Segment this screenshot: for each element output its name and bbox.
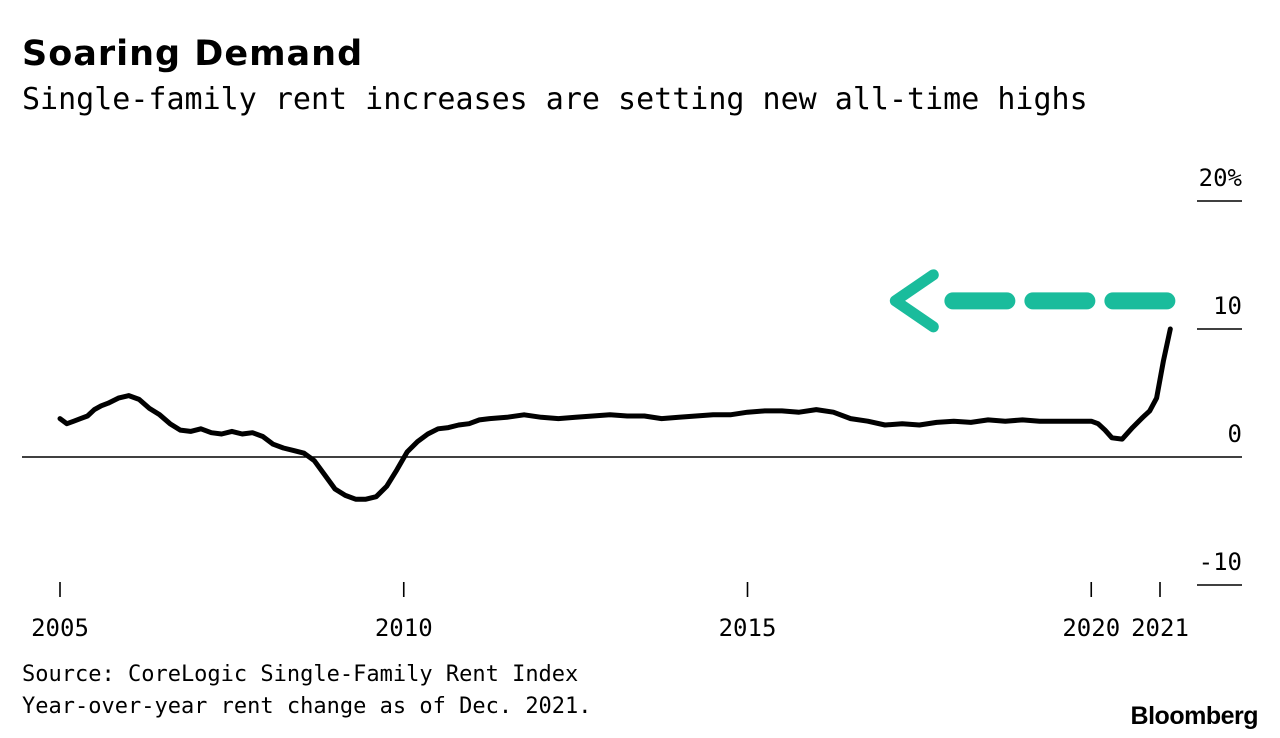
x-tick-label: 2020: [1062, 614, 1120, 642]
x-tick-label: 2010: [375, 614, 433, 642]
x-tick-label: 2021: [1131, 614, 1189, 642]
series-group: [57, 326, 1173, 502]
x-tick-label: 2005: [31, 614, 89, 642]
series-line: [57, 326, 1173, 502]
brand-logo: Bloomberg: [1130, 702, 1259, 730]
chart-subtitle: Single-family rent increases are setting…: [22, 82, 1088, 117]
x-axis: 2005 2010 2015 2020 2021: [31, 582, 1189, 642]
y-tick-label: 0: [1228, 420, 1242, 448]
footnote: Year-over-year rent change as of Dec. 20…: [22, 694, 592, 719]
x-tick-label: 2015: [719, 614, 777, 642]
annotation-arrow: [889, 269, 1176, 333]
source-note: Source: CoreLogic Single-Family Rent Ind…: [22, 662, 579, 687]
y-axis: 20% 10 0 -10: [22, 164, 1243, 586]
y-tick-label: 10: [1213, 292, 1242, 320]
arrow-head: [889, 269, 939, 333]
chart-title: Soaring Demand: [22, 34, 364, 74]
y-tick-label: 20%: [1199, 164, 1243, 192]
y-tick-label: -10: [1199, 548, 1242, 576]
